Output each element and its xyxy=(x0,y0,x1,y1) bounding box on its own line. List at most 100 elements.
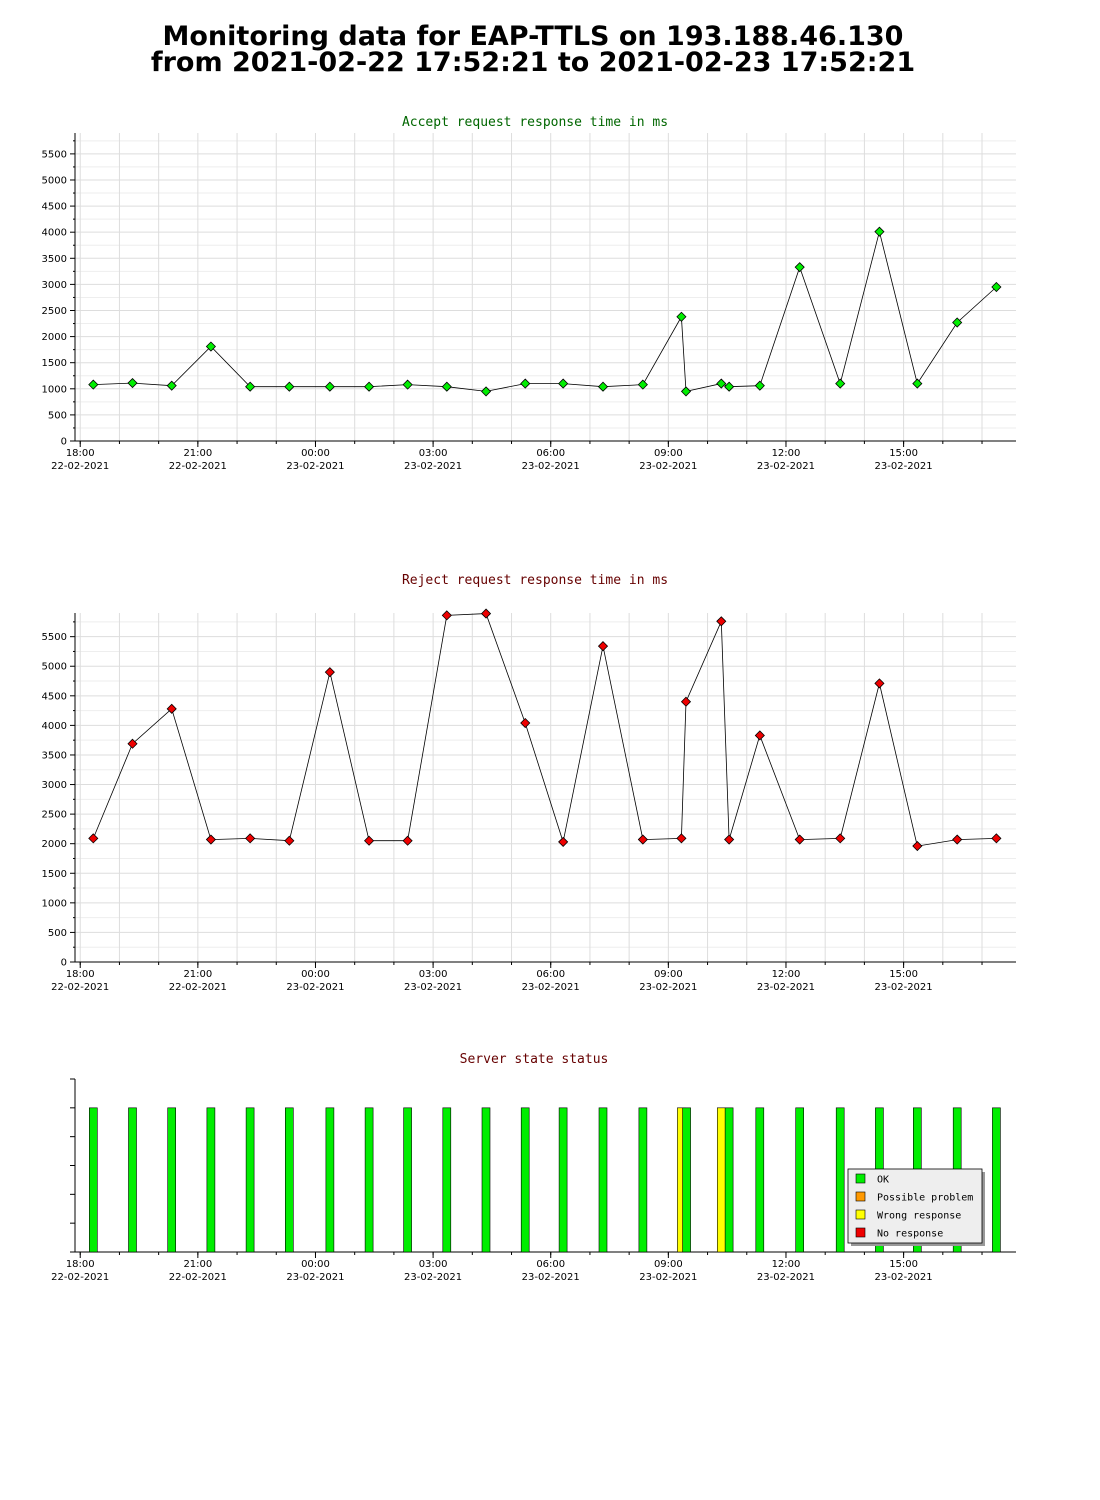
x-axis-0: 18:00 22-02-2021 21:00 22-02-2021 00:00 23-02… xyxy=(51,133,983,472)
status-bar xyxy=(481,1107,491,1253)
data-point xyxy=(402,835,413,846)
status-bar xyxy=(638,1107,648,1253)
status-bar xyxy=(403,1107,412,1253)
x-tick-label-date: 23-02-2021 xyxy=(757,1272,815,1283)
y-tick-label: 500 xyxy=(48,928,67,939)
gridlines xyxy=(75,621,1016,948)
x-tick-label-date: 23-02-2021 xyxy=(639,982,697,993)
data-point xyxy=(754,730,765,741)
x-tick-label-time: 12:00 xyxy=(772,969,801,980)
x-tick-label-time: 15:00 xyxy=(889,448,918,459)
data-point xyxy=(245,381,256,392)
status-bar xyxy=(724,1107,734,1253)
chart-title: Server state status xyxy=(460,1052,609,1067)
y-tick-label: 2500 xyxy=(42,810,67,821)
data-point xyxy=(676,833,687,844)
y-tick-label: 500 xyxy=(48,410,67,421)
data-point xyxy=(245,833,256,844)
data-point xyxy=(558,836,569,847)
x-tick-label-time: 18:00 xyxy=(66,969,95,980)
status-bar xyxy=(206,1107,216,1253)
legend-label: OK xyxy=(877,1175,889,1186)
x-tick-label-time: 00:00 xyxy=(301,969,330,980)
data-point xyxy=(952,834,963,845)
x-tick-label-time: 09:00 xyxy=(654,969,683,980)
x-tick-label-time: 15:00 xyxy=(889,1259,918,1270)
x-tick-label-date: 22-02-2021 xyxy=(169,1272,227,1283)
page-title-line2: from 2021-02-22 17:52:21 to 2021-02-23 1… xyxy=(150,47,916,78)
y-tick-label: 5000 xyxy=(42,175,67,186)
y-tick-label: 5000 xyxy=(42,662,67,673)
data-point xyxy=(874,226,885,237)
chart-title: Accept request response time in ms xyxy=(402,115,668,130)
data-point xyxy=(874,678,885,689)
x-tick-label-time: 12:00 xyxy=(772,1259,801,1270)
x-tick-label-date: 23-02-2021 xyxy=(522,461,580,472)
data-point xyxy=(716,378,727,389)
data-point xyxy=(716,616,727,627)
data-point xyxy=(794,834,805,845)
x-tick-label-date: 22-02-2021 xyxy=(169,982,227,993)
data-point xyxy=(637,379,648,390)
data-point xyxy=(127,377,138,389)
data-point xyxy=(284,381,295,392)
y-tick-label: 3500 xyxy=(42,750,67,761)
data-point xyxy=(402,379,413,390)
y-tick-label: 1500 xyxy=(42,869,67,880)
data-point xyxy=(794,262,805,273)
y-tick-label: 4500 xyxy=(42,691,67,702)
y-tick-label: 2500 xyxy=(42,306,67,317)
status-bar xyxy=(598,1107,608,1253)
data-point xyxy=(912,840,923,852)
legend-box xyxy=(847,1168,983,1244)
data-point xyxy=(441,610,452,621)
x-tick-label-date: 23-02-2021 xyxy=(404,1272,462,1283)
y-tick-label: 2000 xyxy=(42,839,67,850)
x-tick-label-date: 23-02-2021 xyxy=(404,982,462,993)
x-tick-label-date: 23-02-2021 xyxy=(875,1272,933,1283)
x-tick-label-time: 00:00 xyxy=(301,1259,330,1270)
data-point xyxy=(441,381,452,392)
status-bar xyxy=(755,1107,765,1253)
x-tick-label-date: 22-02-2021 xyxy=(51,461,109,472)
status-bar xyxy=(245,1107,255,1253)
data-point xyxy=(205,341,216,352)
status-bar xyxy=(682,1107,691,1253)
y-tick-label: 1000 xyxy=(42,898,67,909)
x-tick-label-date: 22-02-2021 xyxy=(169,461,227,472)
data-point xyxy=(520,378,531,389)
x-tick-label-date: 23-02-2021 xyxy=(286,982,344,993)
gridlines xyxy=(75,140,1016,429)
status-bar xyxy=(89,1107,98,1253)
legend: OK Possible problem Wrong response No respo… xyxy=(847,1168,985,1246)
x-tick-label-time: 06:00 xyxy=(536,1259,565,1270)
y-tick-label: 4500 xyxy=(42,202,67,213)
status-bar xyxy=(992,1107,1001,1253)
data-point xyxy=(520,717,531,729)
x-tick-label-time: 03:00 xyxy=(419,969,448,980)
data-point xyxy=(835,378,846,389)
x-tick-label-time: 12:00 xyxy=(772,448,801,459)
data-point xyxy=(597,641,609,652)
y-tick-label: 5500 xyxy=(42,632,67,643)
data-point xyxy=(835,833,846,844)
x-tick-label-date: 22-02-2021 xyxy=(51,982,109,993)
status-bar xyxy=(128,1107,137,1253)
data-point xyxy=(88,379,99,390)
data-point xyxy=(558,378,569,389)
data-point xyxy=(88,833,99,844)
status-bar xyxy=(167,1107,176,1253)
status-bar xyxy=(364,1107,374,1253)
x-tick-label-time: 21:00 xyxy=(183,1259,212,1270)
x-axis-2: 18:00 22-02-2021 21:00 22-02-2021 00:00 23-02… xyxy=(51,1252,983,1283)
data-point xyxy=(597,381,609,392)
y-tick-label: 0 xyxy=(61,437,67,448)
x-axis-1: 18:00 22-02-2021 21:00 22-02-2021 00:00 23-02… xyxy=(51,613,983,993)
x-tick-label-time: 09:00 xyxy=(654,1259,683,1270)
data-point xyxy=(724,381,735,392)
y-tick-label: 2000 xyxy=(42,332,67,343)
data-point xyxy=(676,311,687,322)
legend-label: Wrong response xyxy=(877,1211,961,1222)
data-point xyxy=(637,834,648,845)
x-tick-label-time: 00:00 xyxy=(301,448,330,459)
